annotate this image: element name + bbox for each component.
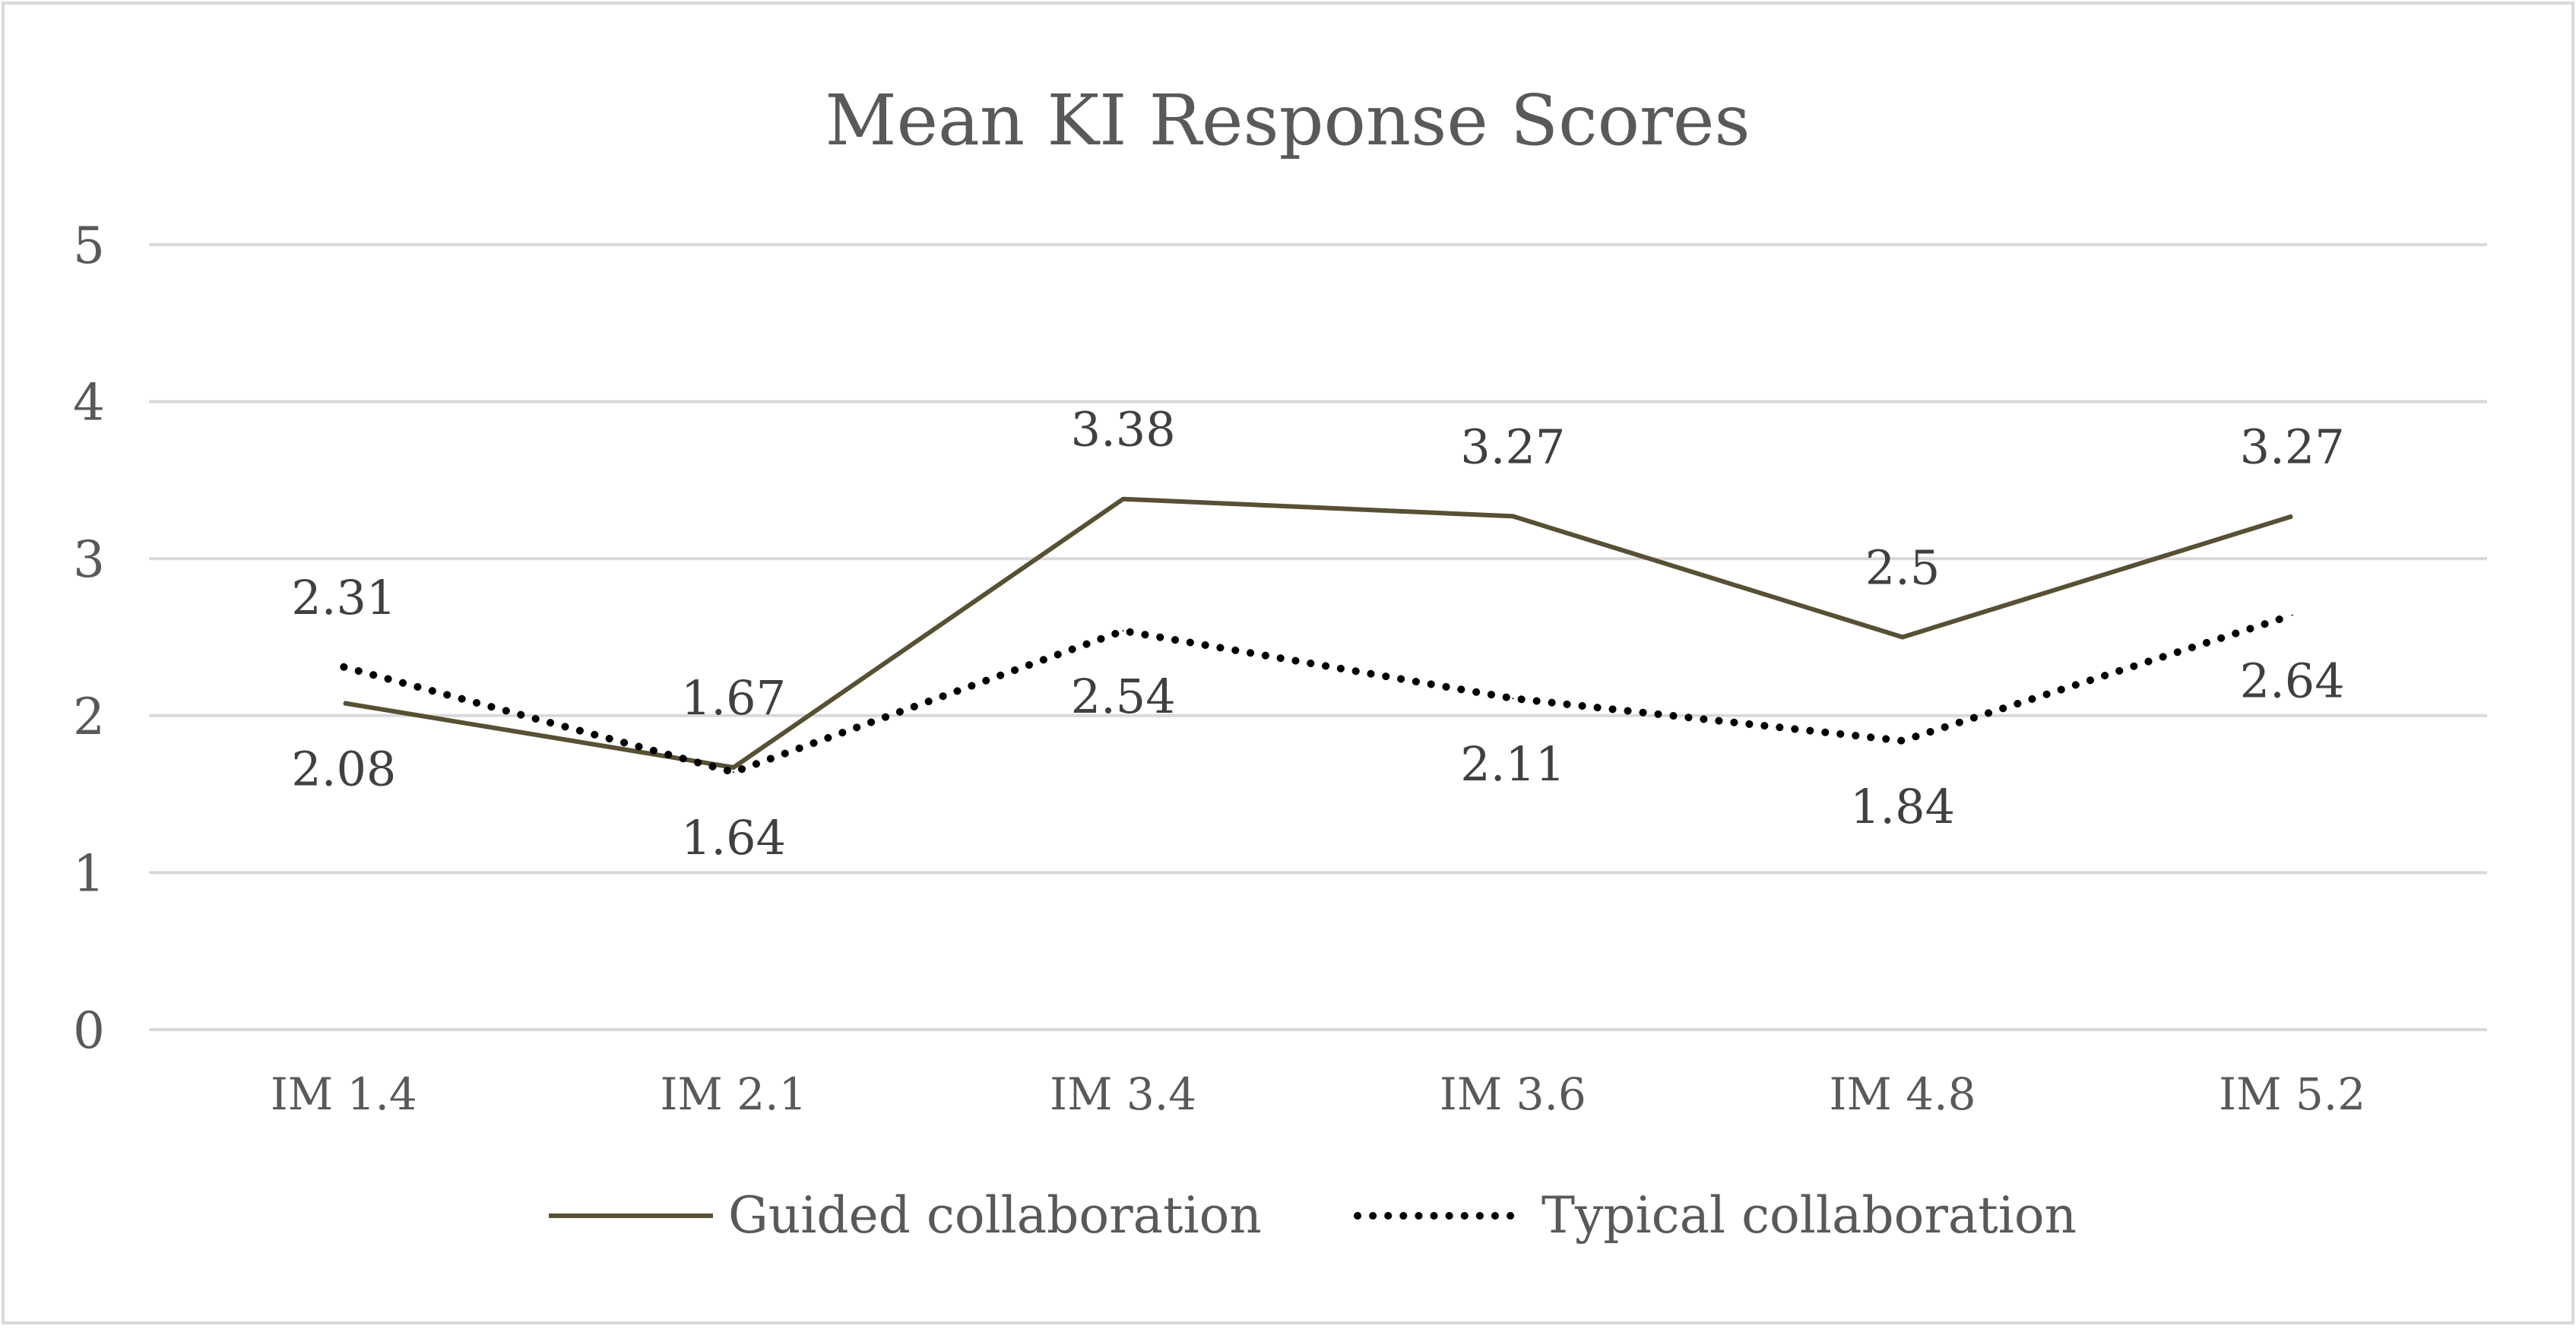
x-tick-label: IM 5.2: [2219, 1068, 2365, 1120]
data-point: [2291, 614, 2293, 616]
x-tick-label: IM 3.4: [1050, 1068, 1196, 1120]
y-tick-label: 1: [73, 844, 105, 903]
data-point: [1512, 698, 1514, 700]
chart-title: Mean KI Response Scores: [825, 80, 1750, 161]
data-point: [2291, 515, 2293, 517]
data-label: 3.27: [1460, 419, 1565, 474]
data-label: 1.64: [681, 810, 786, 865]
data-label: 2.11: [1460, 736, 1565, 792]
data-point: [1902, 739, 1903, 742]
data-label: 3.27: [2240, 419, 2345, 474]
data-point: [1122, 630, 1124, 632]
y-tick-label: 2: [73, 688, 105, 746]
y-tick-label: 0: [73, 1001, 105, 1060]
data-point: [343, 702, 345, 704]
data-point: [1122, 498, 1124, 500]
data-point: [343, 666, 345, 668]
data-labels: 2.08 1.67 3.38 3.27 2.5 3.27 2.31 1.64 2.54 2.11 1…: [291, 402, 2344, 865]
data-point: [1902, 636, 1903, 638]
data-label: 2.08: [291, 741, 396, 796]
series-line-typical: [340, 611, 2296, 777]
data-point: [1512, 515, 1514, 517]
x-axis-ticks: IM 1.4 IM 2.1 IM 3.4 IM 3.6 IM 4.8 IM 5.2: [271, 1068, 2365, 1120]
data-label: 2.54: [1071, 669, 1176, 724]
data-label: 2.64: [2240, 653, 2345, 709]
y-tick-label: 3: [73, 530, 105, 589]
data-label: 2.31: [291, 570, 396, 625]
y-tick-label: 4: [73, 374, 105, 432]
x-tick-label: IM 4.8: [1830, 1068, 1976, 1120]
legend-label-guided: Guided collaboration: [728, 1186, 1262, 1245]
y-axis-ticks: 0 1 2 3 4 5: [73, 217, 105, 1060]
gridlines: [149, 243, 2487, 1031]
data-label: 1.84: [1850, 779, 1955, 834]
legend-label-typical: Typical collaboration: [1541, 1186, 2077, 1245]
data-point: [733, 771, 734, 774]
series-lines: [340, 496, 2296, 777]
y-tick-label: 5: [73, 217, 105, 275]
legend: Guided collaboration Typical collaboratio…: [549, 1186, 2077, 1245]
data-label: 1.67: [681, 670, 786, 726]
data-label: 2.5: [1865, 540, 1941, 596]
x-tick-label: IM 1.4: [271, 1068, 417, 1120]
x-tick-label: IM 2.1: [661, 1068, 807, 1120]
x-tick-label: IM 3.6: [1440, 1068, 1586, 1120]
data-point: [733, 766, 734, 768]
data-label: 3.38: [1071, 402, 1176, 457]
